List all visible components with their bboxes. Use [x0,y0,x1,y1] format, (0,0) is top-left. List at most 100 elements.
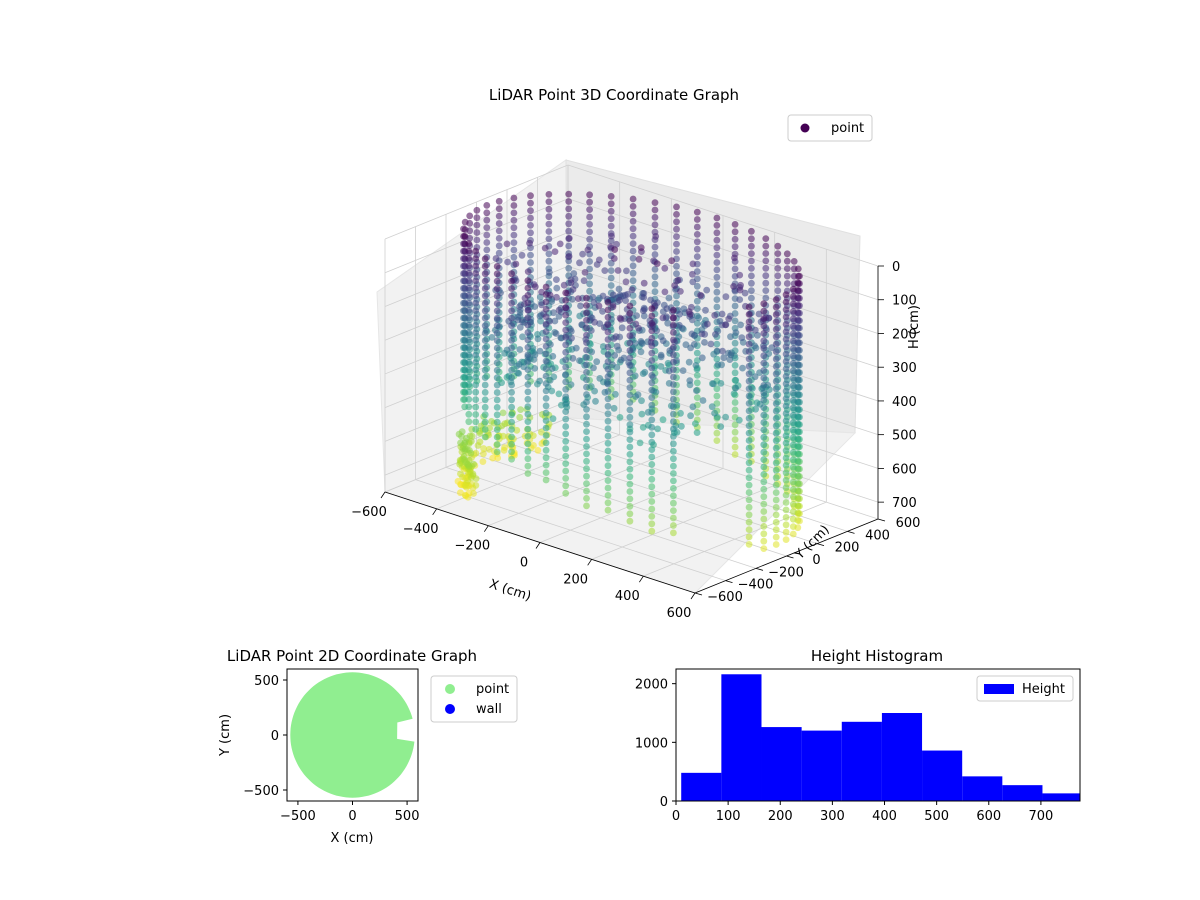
point-marker [702,306,709,314]
point-marker [626,310,634,317]
point-marker [481,322,489,329]
point-marker [524,433,532,440]
point-marker [472,449,480,457]
point-marker [760,352,768,360]
point-marker [508,403,515,411]
point-marker [782,462,790,469]
point-marker [524,373,532,381]
point-marker [492,255,500,262]
point-marker [629,232,637,240]
grid-line [567,232,879,334]
point-marker [782,291,790,299]
point-marker [465,314,473,322]
point-marker [483,209,491,217]
point-marker [508,307,515,315]
point-marker [555,390,563,398]
point-marker [553,276,560,283]
point-marker [772,518,780,526]
point-marker [670,470,677,477]
point-marker [629,195,637,203]
point-marker [745,303,753,311]
point-marker [593,358,601,366]
point-marker [524,277,532,284]
point-marker [760,485,768,493]
point-marker [722,413,729,421]
histogram-bar [922,750,963,801]
point-marker [562,289,570,297]
point-marker [588,348,596,356]
point-marker [607,282,615,289]
point-marker [488,334,496,341]
point-marker [782,424,790,432]
point-marker [626,347,634,354]
y-tick-label-histogram: 0 [660,795,668,810]
point-marker [536,347,544,355]
point-marker [626,473,634,481]
point-marker [514,369,521,377]
point-marker [782,528,790,536]
point-marker [751,326,759,334]
point-marker [626,376,634,384]
point-marker [472,307,480,314]
point-marker [512,260,520,268]
point-marker [713,273,721,281]
point-marker [542,365,550,373]
x-tick-mark-3d [432,508,437,516]
point-marker [473,229,481,236]
point-marker [772,318,780,326]
point-marker [704,320,711,328]
point-marker [760,337,768,345]
point-marker [493,381,501,389]
point-marker [648,409,656,416]
point-marker [736,296,744,303]
point-marker [495,249,503,257]
point-marker [731,443,739,451]
histogram-bar [721,674,762,801]
point-marker [673,292,680,300]
point-marker [562,482,570,490]
point-marker [648,453,656,461]
point-marker [465,307,473,314]
point-marker [641,368,649,376]
point-marker [772,303,780,311]
point-marker [745,474,753,482]
point-marker [586,221,593,228]
point-marker [693,216,701,223]
point-marker [517,406,524,413]
point-marker [545,250,553,258]
point-marker [673,300,680,307]
point-marker [675,333,683,340]
point-marker [626,406,634,414]
point-marker [604,469,612,477]
point-marker [542,395,550,402]
point-marker [718,310,726,318]
point-marker [760,545,768,552]
point-marker [760,463,768,471]
point-marker [545,228,553,235]
point-marker [586,213,593,221]
point-marker [745,429,753,437]
point-marker [648,416,656,424]
legend-label-wall-2d: wall [476,702,502,717]
point-marker [738,334,746,342]
point-marker [465,329,473,336]
point-marker [583,487,590,495]
point-marker [695,314,702,322]
point-marker [661,288,669,296]
point-marker [464,493,472,501]
point-marker [604,447,612,455]
point-marker [640,294,648,301]
point-marker [782,387,790,395]
point-marker [607,237,615,245]
point-marker [568,334,575,342]
point-marker [748,265,755,272]
point-marker [664,319,672,327]
point-marker [745,407,753,415]
point-marker [524,358,532,366]
point-marker [481,351,489,359]
x-tick-label-histogram: 100 [716,809,741,824]
point-marker [772,415,780,422]
y-tick-label-3d: −200 [768,565,804,580]
point-marker [748,227,755,235]
point-marker [629,277,637,285]
